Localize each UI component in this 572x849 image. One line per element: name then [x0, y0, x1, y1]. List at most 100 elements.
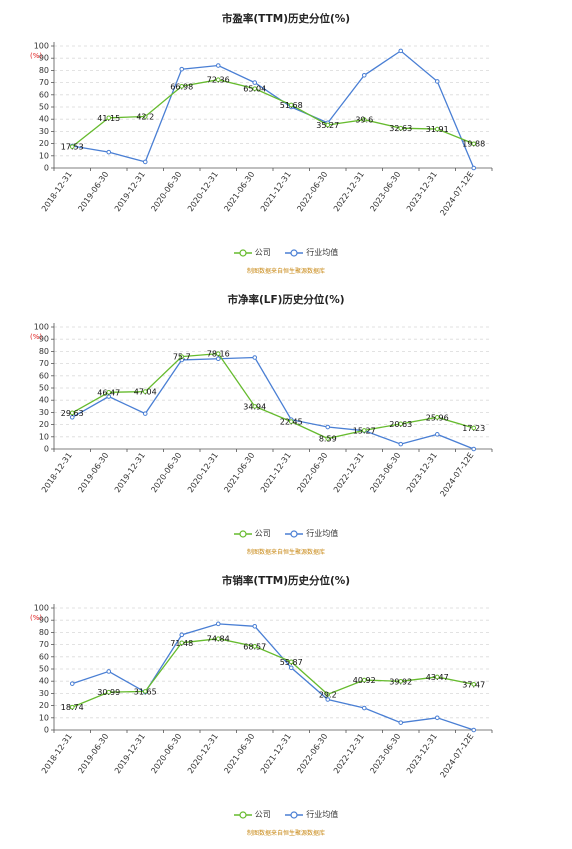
- legend-company[interactable]: 公司: [233, 528, 271, 539]
- industry-data-point: [361, 72, 367, 78]
- company-data-point: [434, 415, 440, 420]
- data-label: 43.47: [426, 673, 449, 682]
- data-label: 71.48: [170, 639, 193, 648]
- legend-industry-label: 行业均值: [306, 810, 339, 819]
- data-label: 22.45: [280, 418, 303, 427]
- company-data-point: [69, 144, 75, 149]
- x-tick-label: 2022-12-31: [332, 170, 366, 213]
- data-label: 65.04: [243, 85, 266, 94]
- x-tick-label: 2022-06-30: [295, 170, 329, 213]
- company-data-point: [106, 390, 112, 395]
- x-tick-label: 2019-06-30: [76, 732, 110, 775]
- y-tick-label: 10: [39, 713, 49, 722]
- industry-data-point: [215, 621, 221, 627]
- industry-series-line: [71, 356, 474, 450]
- company-data-point: [252, 86, 258, 91]
- y-tick-label: 0: [44, 164, 49, 173]
- y-tick-label: 50: [39, 384, 49, 393]
- x-tick-label: 2019-12-31: [113, 732, 147, 775]
- data-label: 32.63: [389, 124, 412, 133]
- industry-data-point: [69, 414, 75, 420]
- y-tick-label: 80: [39, 347, 49, 356]
- y-tick-label: 70: [39, 78, 49, 87]
- x-tick-label: 2018-12-31: [40, 451, 74, 494]
- data-label: 25.96: [426, 413, 449, 422]
- industry-data-point: [361, 705, 367, 711]
- y-tick-label: 60: [39, 371, 49, 380]
- industry-data-point: [398, 720, 404, 725]
- y-tick-label: 40: [39, 396, 49, 405]
- y-tick-label: 90: [39, 616, 49, 625]
- x-tick-label: 2023-06-30: [368, 451, 402, 494]
- industry-data-point: [69, 681, 75, 686]
- industry-data-point: [106, 394, 112, 399]
- company-data-point: [471, 681, 477, 687]
- chart-title: 市净率(LF)历史分位(%): [227, 294, 345, 306]
- y-tick-label: 10: [39, 432, 49, 441]
- x-tick-label: 2023-12-31: [405, 170, 439, 213]
- chart-title: 市盈率(TTM)历史分位(%): [221, 13, 351, 25]
- data-label: 29.2: [319, 690, 337, 699]
- industry-data-point: [142, 411, 148, 416]
- legend-company[interactable]: 公司: [233, 247, 271, 258]
- data-label: 68.57: [243, 642, 266, 651]
- legend-industry[interactable]: 行业均值: [285, 247, 338, 258]
- legend-industry[interactable]: 行业均值: [285, 528, 338, 539]
- company-data-point: [398, 678, 404, 684]
- industry-data-point: [471, 446, 477, 452]
- y-tick-label: 30: [39, 408, 49, 417]
- data-label: 55.87: [280, 658, 303, 667]
- data-label: 31.91: [426, 125, 449, 134]
- x-tick-label: 2023-12-31: [405, 451, 439, 494]
- chart-title: 市销率(TTM)历史分位(%): [221, 575, 351, 587]
- y-tick-label: 80: [39, 628, 49, 637]
- x-tick-label: 2024-07-12E: [438, 732, 475, 779]
- y-tick-label: 100: [34, 323, 49, 332]
- source-note: 制图数据来自恒生聚源数据库: [246, 830, 325, 837]
- pe-plot: 0 10 20 30 40 50 60 70 80 90 100 2018-12-31 2019-06-…: [34, 42, 493, 217]
- industry-series-line: [72, 50, 475, 169]
- industry-data-point: [325, 697, 331, 702]
- x-tick-label: 2022-06-30: [295, 732, 329, 775]
- x-tick-label: 2021-12-31: [259, 732, 293, 775]
- x-tick-label: 2019-12-31: [113, 451, 147, 494]
- company-series-line: [71, 79, 474, 148]
- x-tick-label: 2020-06-30: [149, 732, 183, 775]
- x-tick-label: 2019-12-31: [113, 170, 147, 213]
- company-data-point: [361, 677, 367, 683]
- industry-data-point: [142, 159, 148, 165]
- data-label: 42.2: [136, 113, 154, 122]
- pb-plot: 0 10 20 30 40 50 60 70 80 90 100 2018-12-31 2019-06-…: [34, 323, 493, 498]
- data-label: 20.63: [389, 420, 412, 429]
- x-tick-label: 2019-06-30: [76, 170, 110, 213]
- company-data-point: [398, 125, 404, 131]
- company-data-point: [69, 410, 75, 416]
- y-unit-label: (%): [30, 614, 43, 622]
- x-tick-label: 2021-06-30: [222, 170, 256, 213]
- industry-data-point: [179, 66, 185, 72]
- x-tick-label: 2022-12-31: [332, 732, 366, 775]
- legend-company[interactable]: 公司: [233, 809, 271, 820]
- data-label: 51.68: [280, 101, 303, 110]
- data-label: 35.27: [316, 121, 339, 130]
- industry-data-point: [252, 624, 258, 629]
- data-label: 19.88: [462, 140, 485, 149]
- industry-data-point: [434, 432, 440, 437]
- legend-industry-label: 行业均值: [306, 248, 339, 257]
- pb-chart-panel: 市净率(LF)历史分位(%) (%) 0 10 20 30 40 50 60 70 80 90 10…: [0, 281, 572, 562]
- company-data-point: [179, 640, 185, 646]
- y-tick-label: 70: [39, 640, 49, 649]
- company-data-point: [252, 644, 258, 649]
- x-tick-label: 2024-07-12E: [438, 451, 475, 498]
- y-tick-label: 90: [39, 54, 49, 63]
- data-label: 8.59: [319, 435, 337, 444]
- ps-plot: 0 10 20 30 40 50 60 70 80 90 100 2018-12-31 2019-06-…: [34, 604, 493, 779]
- x-tick-label: 2023-06-30: [368, 732, 402, 775]
- x-tick-label: 2021-06-30: [222, 451, 256, 494]
- company-data-point: [215, 351, 221, 356]
- legend-company-label: 公司: [254, 248, 271, 257]
- legend-industry[interactable]: 行业均值: [285, 809, 338, 820]
- y-tick-label: 100: [34, 42, 49, 51]
- data-label: 30.99: [97, 688, 120, 697]
- x-tick-label: 2021-06-30: [222, 732, 256, 775]
